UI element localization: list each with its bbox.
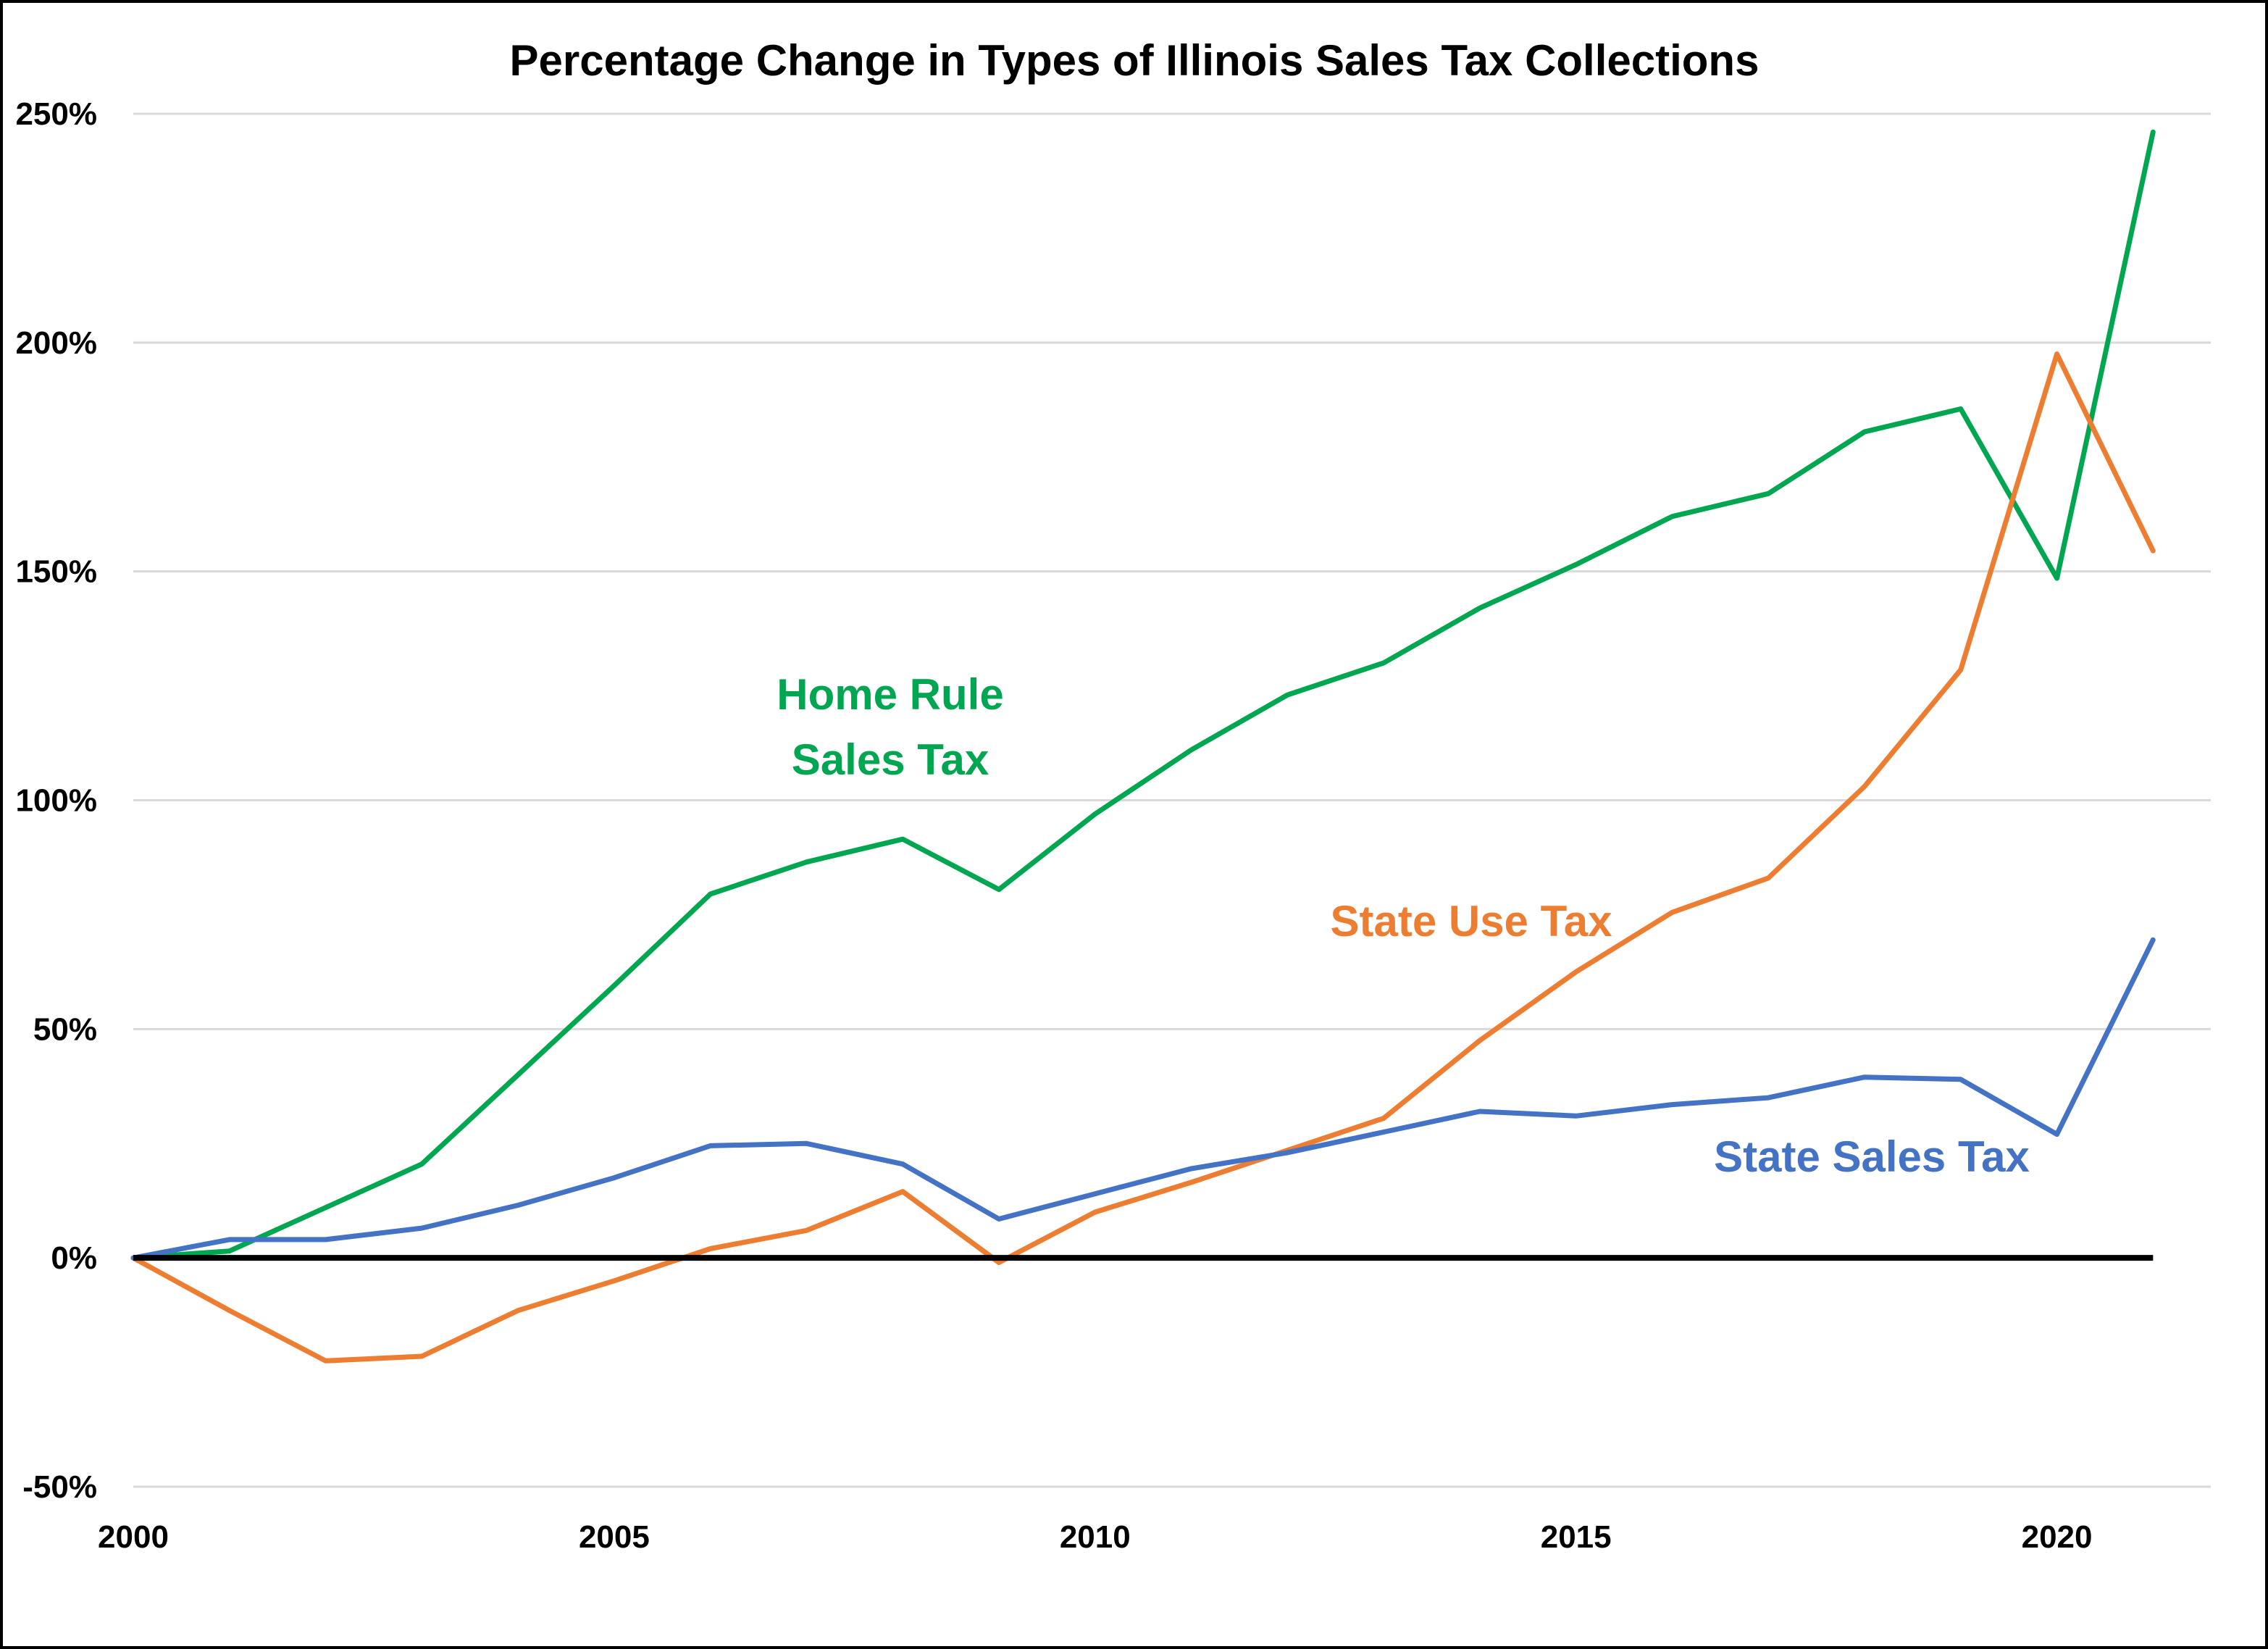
chart-title: Percentage Change in Types of Illinois S…: [510, 36, 1759, 85]
line-chart: 250%200%150%100%50%0%-50% 2000 2005 2010 20…: [15, 36, 2211, 1555]
series-lines: [130, 129, 2156, 1364]
x-tick-label: 2010: [1060, 1519, 1131, 1555]
y-tick-label: 150%: [15, 554, 97, 590]
y-tick-label: 50%: [33, 1011, 97, 1047]
x-tick-label: 2020: [2022, 1519, 2093, 1555]
y-tick-label: 250%: [15, 96, 97, 132]
series-label: State Use Tax: [1330, 897, 1612, 945]
series-line-state-use-tax: [130, 351, 2156, 1364]
y-tick-label: -50%: [22, 1469, 97, 1505]
x-tick-label: 2005: [579, 1519, 650, 1555]
y-tick-label: 0%: [51, 1240, 97, 1276]
y-tick-label: 100%: [15, 783, 97, 819]
y-tick-label: 200%: [15, 325, 97, 361]
x-tick-label: 2000: [98, 1519, 169, 1555]
series-label: State Sales Tax: [1714, 1132, 2030, 1181]
y-axis-ticks: 250% 200% 150% 100% 50% 0% -50%: [15, 96, 97, 1505]
x-tick-label: 2015: [1541, 1519, 1612, 1555]
series-labels: Home Rule Sales Tax State Use Tax State Sal…: [777, 670, 2030, 1181]
series-label: Sales Tax: [792, 735, 989, 784]
series-line-home-rule-sales-tax: [130, 129, 2156, 1261]
x-axis-ticks: 2000 2005 2010 2015 2020: [98, 1519, 2092, 1555]
series-label: Home Rule: [777, 670, 1003, 719]
series-line-state-sales-tax: [130, 937, 2156, 1261]
gridlines: [133, 112, 2211, 1488]
